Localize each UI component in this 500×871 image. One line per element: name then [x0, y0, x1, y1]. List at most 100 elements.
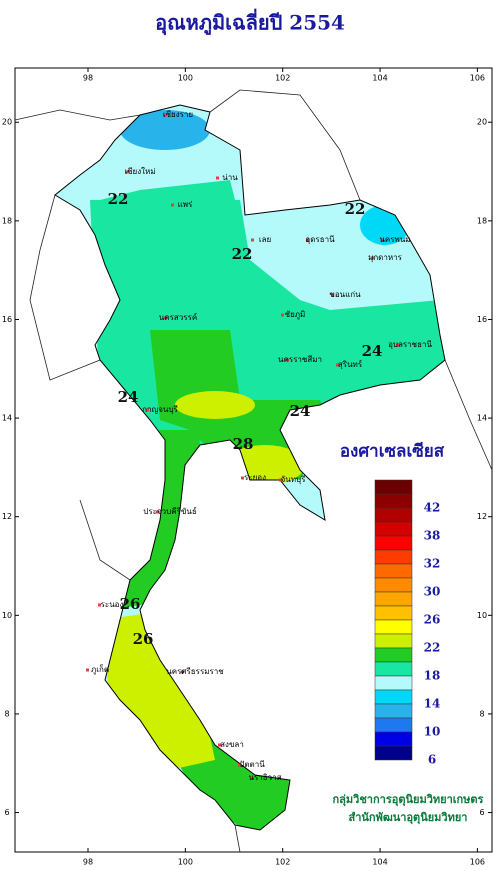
legend-label: 32	[424, 557, 441, 571]
legend-swatch	[374, 675, 413, 691]
place-label: อุบลราชธานี	[388, 340, 432, 349]
place-marker	[336, 363, 339, 367]
legend-label: 10	[424, 725, 441, 739]
place-marker	[181, 670, 184, 674]
legend-label: 18	[424, 669, 441, 683]
place-marker	[331, 293, 334, 297]
place-marker	[306, 238, 309, 242]
legend-swatch	[374, 745, 413, 761]
place-label: แพร่	[178, 200, 193, 209]
place-label: นครราชสีมา	[278, 355, 322, 364]
place-marker	[171, 203, 174, 207]
legend-swatch	[374, 479, 413, 495]
place-label: เชียงราย	[163, 110, 193, 119]
contour-label: 24	[290, 402, 311, 420]
place-marker	[396, 343, 399, 347]
place-label: ระนอง	[101, 600, 124, 609]
y-tick-label: 18	[2, 216, 12, 225]
legend-swatch	[374, 619, 413, 635]
legend-swatch	[374, 717, 413, 733]
legend-swatch	[374, 661, 413, 677]
legend-swatch	[374, 647, 413, 663]
x-tick-label: 106	[470, 858, 485, 867]
legend-label: 6	[428, 753, 436, 767]
y-tick-label: 20	[2, 118, 12, 127]
x-tick-label: 104	[372, 858, 387, 867]
y-tick-label: 12	[477, 512, 487, 521]
place-label: มุกดาหาร	[368, 253, 403, 262]
contour-label: 22	[232, 245, 253, 263]
x-tick-label: 102	[275, 858, 290, 867]
x-tick-label: 102	[275, 74, 290, 83]
legend-swatch	[374, 633, 413, 649]
y-tick-label: 14	[2, 414, 12, 423]
place-marker	[146, 408, 149, 412]
legend-label: 38	[424, 529, 441, 543]
place-marker	[238, 763, 241, 767]
credit: สำนักพัฒนาอุตุนิยมวิทยา	[349, 811, 468, 825]
place-label: น่าน	[222, 173, 238, 182]
y-tick-label: 18	[477, 216, 487, 225]
y-tick-label: 10	[477, 611, 487, 620]
contour-label: 26	[133, 630, 154, 648]
place-marker	[86, 668, 89, 672]
x-tick-label: 98	[83, 858, 93, 867]
place-label: ภูเก็ต	[91, 664, 109, 675]
legend-swatch	[374, 507, 413, 523]
y-tick-label: 20	[477, 118, 487, 127]
y-tick-label: 6	[4, 808, 9, 817]
contour-label: 22	[345, 200, 366, 218]
place-label: ขอนแก่น	[329, 290, 361, 299]
y-tick-label: 6	[479, 808, 484, 817]
place-label: นราธิวาส	[248, 773, 281, 782]
legend-swatch	[374, 549, 413, 565]
legend-swatch	[374, 591, 413, 607]
place-marker	[98, 603, 101, 607]
legend-label: 14	[424, 697, 441, 711]
legend-swatch	[374, 605, 413, 621]
place-marker	[216, 176, 219, 180]
title: อุณหภูมิเฉลี่ยปี 2554	[155, 8, 345, 37]
place-label: นครสวรรค์	[159, 312, 197, 322]
legend-swatch	[374, 731, 413, 747]
x-tick-label: 104	[372, 74, 387, 83]
x-tick-label: 100	[178, 74, 193, 83]
legend-swatch	[374, 703, 413, 719]
y-tick-label: 8	[4, 709, 9, 718]
temperature-field	[55, 105, 445, 830]
place-marker	[251, 776, 254, 780]
place-label: นครศรีธรรมราช	[166, 667, 224, 676]
place-label: เลย	[259, 235, 271, 244]
place-marker	[126, 170, 129, 174]
place-marker	[156, 510, 159, 514]
place-label: ประจวบคีรีขันธ์	[143, 506, 197, 516]
place-label: จันทบุรี	[281, 475, 307, 484]
legend-title: องศาเซลเซียส	[340, 441, 445, 462]
place-marker	[281, 313, 284, 317]
place-label: อุดรธานี	[305, 235, 335, 244]
place-marker	[218, 743, 221, 747]
contour-label: 24	[362, 342, 383, 360]
y-tick-label: 10	[2, 611, 12, 620]
place-marker	[164, 113, 167, 117]
legend-label: 22	[424, 641, 441, 655]
place-marker	[381, 238, 384, 242]
place-marker	[164, 316, 167, 320]
credit: กลุ่มวิชาการอุตุนิยมวิทยาเกษตร	[333, 793, 484, 807]
place-label: สุรินทร์	[338, 359, 363, 369]
legend-swatch	[374, 521, 413, 537]
legend-label: 26	[424, 613, 441, 627]
map-frame	[14, 67, 493, 853]
legend-label: 42	[424, 501, 441, 515]
legend-swatch	[374, 493, 413, 509]
place-label: เชียงใหม่	[124, 167, 155, 176]
place-label: กาญจนบุรี	[142, 405, 178, 414]
legend-swatch	[374, 577, 413, 593]
y-tick-label: 16	[477, 315, 487, 324]
contour-label: 22	[108, 190, 129, 208]
legend-swatch	[374, 535, 413, 551]
place-marker	[279, 478, 282, 482]
place-marker	[251, 238, 254, 242]
